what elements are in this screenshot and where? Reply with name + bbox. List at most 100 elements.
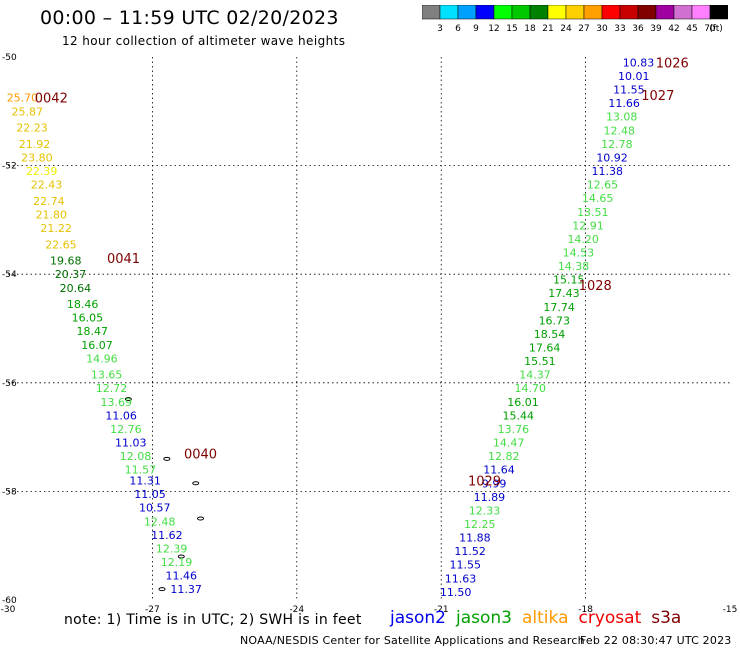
legend-entry-jason3: jason3 xyxy=(456,608,512,628)
wave-height-value: 22.74 xyxy=(33,195,65,208)
island-outline xyxy=(192,481,200,486)
wave-height-value: 13.69 xyxy=(101,396,133,409)
wave-height-value: 11.89 xyxy=(474,491,506,504)
wave-height-value: 11.37 xyxy=(170,583,202,596)
satellite-legend: jason2 jason3 altika cryosat s3a xyxy=(390,608,691,628)
wave-height-value: 12.33 xyxy=(469,504,501,517)
latitude-tick-label: -50 xyxy=(2,53,17,63)
island-outline xyxy=(158,587,166,592)
longitude-tick-label: -15 xyxy=(723,605,738,615)
wave-height-value: 21.22 xyxy=(40,222,72,235)
pass-time-label: 1028 xyxy=(579,279,612,294)
wave-height-value: 20.37 xyxy=(55,268,87,281)
wave-height-value: 22.23 xyxy=(16,122,48,135)
wave-height-value: 25.70 xyxy=(7,92,39,105)
wave-height-value: 11.31 xyxy=(129,475,161,488)
wave-height-value: 11.03 xyxy=(115,437,147,450)
wave-height-value: 22.39 xyxy=(26,165,58,178)
footer-note: note: 1) Time is in UTC; 2) SWH is in fe… xyxy=(64,612,362,628)
pass-time-label: 1027 xyxy=(641,89,674,104)
wave-height-value: 10.92 xyxy=(596,151,628,164)
longitude-tick-label: -21 xyxy=(434,605,449,615)
wave-height-value: 21.92 xyxy=(19,138,51,151)
wave-height-value: 17.74 xyxy=(543,301,575,314)
wave-height-value: 14.47 xyxy=(493,437,525,450)
island-outline xyxy=(163,456,171,461)
colorbar-tick-label: 27 xyxy=(578,24,589,34)
wave-height-value: 12.78 xyxy=(601,138,633,151)
wave-height-value: 12.65 xyxy=(587,179,619,192)
wave-height-value: 22.65 xyxy=(45,238,77,251)
wave-height-value: 11.64 xyxy=(483,464,515,477)
wave-height-value: 12.48 xyxy=(604,124,636,137)
wave-height-value: 13.08 xyxy=(606,111,638,124)
latitude-tick-label: -58 xyxy=(2,487,17,497)
wave-height-value: 12.82 xyxy=(488,450,520,463)
colorbar-tick-label: 36 xyxy=(632,24,644,34)
longitude-tick-label: -18 xyxy=(578,605,593,615)
pass-time-label: 0041 xyxy=(107,252,140,267)
pass-time-label: 0040 xyxy=(184,447,217,462)
wave-height-value: 11.52 xyxy=(454,545,486,558)
color-scale-bar: 3 6 9 12 15 18 21 24 27 30 33 36 39 42 45 70(ft) xyxy=(422,5,728,34)
latitude-tick-label: -56 xyxy=(2,379,17,389)
wave-height-value: 16.07 xyxy=(81,339,113,352)
wave-height-value: 14.37 xyxy=(519,369,551,382)
wave-height-value: 25.87 xyxy=(12,105,44,118)
colorbar-tick-label: 21 xyxy=(542,24,553,34)
wave-height-value: 12.76 xyxy=(110,423,142,436)
legend-entry-s3a: s3a xyxy=(651,608,682,628)
wave-height-value: 13.51 xyxy=(577,206,609,219)
colorbar-tick-label: 18 xyxy=(524,24,536,34)
wave-height-value: 11.46 xyxy=(166,570,198,583)
page-subtitle: 12 hour collection of altimeter wave hei… xyxy=(62,34,346,48)
wave-height-value: 17.43 xyxy=(548,287,580,300)
colorbar-tick-label: 9 xyxy=(473,24,479,34)
wave-height-value: 14.20 xyxy=(567,233,599,246)
wave-height-value: 15.15 xyxy=(553,274,585,287)
colorbar-tick-label: 33 xyxy=(614,24,625,34)
wave-height-value: 16.73 xyxy=(539,314,571,327)
colorbar-tick-label: 15 xyxy=(506,24,517,34)
colorbar-tick-label: 3 xyxy=(437,24,443,34)
legend-entry-cryosat: cryosat xyxy=(578,608,642,628)
island-outline xyxy=(177,554,185,559)
wave-height-value: 15.44 xyxy=(502,409,534,422)
colorbar-tick-label: 6 xyxy=(455,24,461,34)
wave-height-value: 11.38 xyxy=(592,165,624,178)
longitude-tick-label: -27 xyxy=(145,605,160,615)
wave-height-value: 12.48 xyxy=(144,515,176,528)
colorbar-tick-label: 39 xyxy=(650,24,662,34)
wave-height-value: 11.66 xyxy=(608,97,640,110)
legend-entry-jason2: jason2 xyxy=(390,608,446,628)
wave-height-value: 14.96 xyxy=(86,352,118,365)
colorbar-tick-label: 70 xyxy=(704,24,716,34)
wave-height-value: 10.57 xyxy=(139,502,171,515)
island-outline xyxy=(197,516,205,521)
page-title: 00:00 – 11:59 UTC 02/20/2023 xyxy=(40,7,339,29)
latitude-tick-label: -52 xyxy=(2,162,17,172)
wave-height-value: 11.57 xyxy=(125,464,157,477)
longitude-tick-label: -30 xyxy=(1,605,16,615)
wave-height-value: 11.55 xyxy=(450,559,482,572)
colorbar-swatch xyxy=(709,5,728,20)
wave-height-value: 22.43 xyxy=(31,179,63,192)
wave-height-value: 11.50 xyxy=(440,586,472,599)
wave-height-value: 23.80 xyxy=(21,151,53,164)
wave-height-value: 18.54 xyxy=(534,328,566,341)
generated-timestamp: Feb 22 08:30:47 UTC 2023 xyxy=(580,634,732,647)
wave-height-value: 11.06 xyxy=(105,409,137,422)
wave-height-value: 16.05 xyxy=(72,312,104,325)
colorbar-tick-label: 24 xyxy=(560,24,572,34)
colorbar-tick-label: 45 xyxy=(686,24,697,34)
wave-height-value: 21.80 xyxy=(36,208,68,221)
wave-height-value: 18.46 xyxy=(67,298,99,311)
wave-height-value: 11.63 xyxy=(445,572,477,585)
wave-height-value: 14.70 xyxy=(514,382,546,395)
wave-height-value: 14.38 xyxy=(558,260,590,273)
wave-height-value: 11.62 xyxy=(151,529,183,542)
wave-height-value: 14.65 xyxy=(582,192,614,205)
wave-height-value: 13.65 xyxy=(91,369,123,382)
wave-height-value: 17.64 xyxy=(529,342,561,355)
